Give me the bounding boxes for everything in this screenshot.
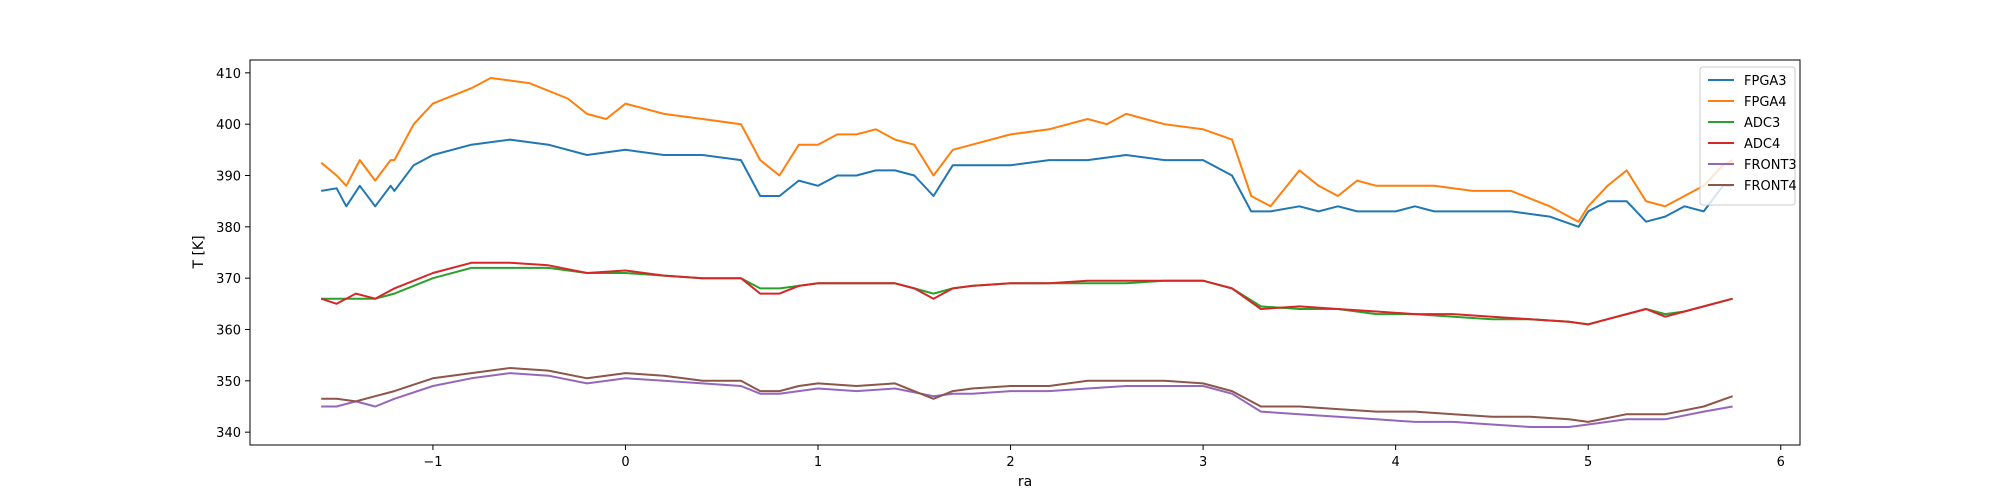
legend-label-front4: FRONT4	[1744, 179, 1797, 194]
y-axis: 340 350 360 370 380 390 400 410	[216, 67, 250, 441]
x-tick-label: −1	[423, 455, 442, 470]
series-line-front4	[321, 367, 1733, 423]
y-tick-label: 380	[216, 221, 241, 236]
series-line-fpga3	[321, 138, 1733, 228]
y-axis-label: T [K]	[191, 235, 207, 269]
y-tick-label: 400	[216, 118, 241, 133]
series-line-front3	[321, 372, 1733, 428]
legend-label-adc4: ADC4	[1744, 137, 1780, 152]
x-tick-label: 6	[1777, 455, 1785, 470]
x-axis: −1 0 1 2 3 4 5 6	[423, 445, 1785, 470]
y-tick-label: 340	[216, 426, 241, 441]
y-tick-label: 370	[216, 272, 241, 287]
y-tick-label: 390	[216, 170, 241, 185]
legend-label-front3: FRONT3	[1744, 158, 1797, 173]
x-tick-label: 0	[621, 455, 629, 470]
legend-label-fpga3: FPGA3	[1744, 74, 1787, 89]
plot-frame	[249, 59, 1801, 446]
plot-area	[249, 59, 1801, 446]
y-tick-label: 360	[216, 324, 241, 339]
y-tick-label: 350	[216, 375, 241, 390]
series-line-adc4	[320, 261, 1733, 326]
x-tick-label: 2	[1006, 455, 1014, 470]
x-tick-label: 3	[1199, 455, 1207, 470]
x-axis-label: ra	[1018, 474, 1032, 490]
series-line-adc3	[321, 266, 1733, 326]
series-lines	[320, 77, 1734, 428]
x-tick-label: 4	[1392, 455, 1400, 470]
legend: FPGA3 FPGA4 ADC3 ADC4 FRONT3 FRONT4	[1699, 66, 1797, 206]
x-tick-label: 1	[814, 455, 822, 470]
x-tick-label: 5	[1584, 455, 1592, 470]
legend-label-adc3: ADC3	[1744, 116, 1780, 131]
y-tick-label: 410	[216, 67, 241, 82]
series-line-fpga4	[320, 77, 1734, 223]
legend-label-fpga4: FPGA4	[1744, 95, 1787, 110]
